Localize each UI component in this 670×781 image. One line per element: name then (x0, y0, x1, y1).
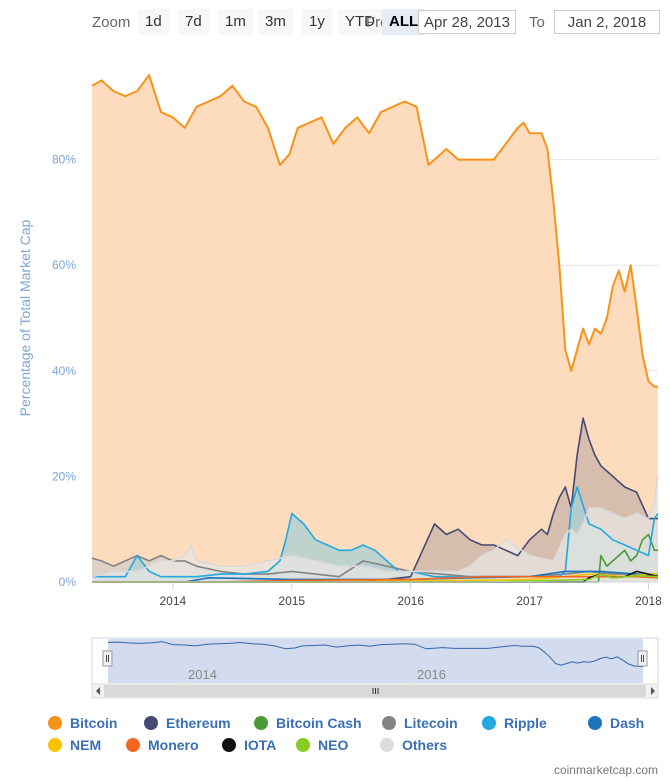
zoom-all-button[interactable]: ALL (382, 9, 426, 35)
from-date-input[interactable]: Apr 28, 2013 (418, 10, 516, 34)
x-tick-label: 2018 (635, 594, 662, 608)
zoom-1y-button[interactable]: 1y (302, 9, 332, 35)
x-tick-label: 2015 (278, 594, 305, 608)
legend-marker (380, 738, 394, 752)
x-tick-label: 2014 (160, 594, 187, 608)
scroll-right-arrow (651, 687, 655, 695)
x-tick-label: 2016 (397, 594, 424, 608)
legend-item-bitcoin-cash[interactable]: Bitcoin Cash (254, 715, 362, 731)
zoom-7d-button[interactable]: 7d (178, 9, 209, 35)
to-label: To (529, 14, 545, 31)
legend-marker (48, 716, 62, 730)
legend-item-monero[interactable]: Monero (126, 737, 199, 753)
legend-marker (588, 716, 602, 730)
area-bitcoin (92, 75, 658, 582)
legend-item-neo[interactable]: NEO (296, 737, 348, 753)
to-date-input[interactable]: Jan 2, 2018 (554, 10, 660, 34)
legend-marker (126, 738, 140, 752)
series-areas (92, 75, 658, 582)
legend-item-nem[interactable]: NEM (48, 737, 101, 753)
legend-label: IOTA (244, 737, 277, 753)
zoom-3m-button[interactable]: 3m (258, 9, 293, 35)
x-tick-label: 2017 (516, 594, 543, 608)
y-tick-label: 80% (52, 153, 76, 167)
legend-label: Ripple (504, 715, 547, 731)
scrollbar[interactable] (91, 683, 659, 699)
legend-label: Monero (148, 737, 199, 753)
legend-item-others[interactable]: Others (380, 737, 447, 753)
scroll-left-arrow (96, 687, 100, 695)
y-tick-label: 0% (59, 575, 77, 589)
legend-label: NEM (70, 737, 102, 753)
y-axis-title: Percentage of Total Market Cap (17, 219, 33, 416)
legend-label: Others (402, 737, 448, 753)
legend-marker (222, 738, 236, 752)
line-litecoin[interactable] (91, 554, 658, 578)
legend-label: Litecoin (404, 715, 458, 731)
legend-item-bitcoin[interactable]: Bitcoin (48, 715, 117, 731)
x-axis-ticks: 2014 2015 2016 2017 2018 (92, 581, 662, 608)
y-tick-label: 40% (52, 364, 76, 378)
navigator-tick-2016: 2016 (417, 667, 446, 682)
zoom-1m-button[interactable]: 1m (218, 9, 253, 35)
legend-item-litecoin[interactable]: Litecoin (382, 715, 458, 731)
legend-label: Dash (610, 715, 645, 731)
legend-marker (296, 738, 310, 752)
line-bitcoin[interactable] (91, 74, 658, 388)
y-tick-label: 20% (52, 469, 76, 483)
legend-marker (144, 716, 158, 730)
zoom-ytd-button[interactable]: YTD (338, 9, 382, 35)
credit-link[interactable]: coinmarketcap.com (553, 763, 658, 777)
navigator-tick-2014: 2014 (188, 667, 217, 682)
zoom-1d-button[interactable]: 1d (138, 9, 169, 35)
y-axis-ticks: 0% 20% 40% 60% 80% (52, 153, 76, 589)
legend-label: Bitcoin (70, 715, 118, 731)
legend-marker (48, 738, 62, 752)
line-ethereum[interactable] (92, 417, 658, 583)
line-ripple[interactable] (92, 486, 659, 578)
navigator-right-handle[interactable] (637, 650, 648, 667)
legend-item-dash[interactable]: Dash (588, 715, 644, 731)
series-lines (91, 74, 659, 583)
legend-label: NEO (318, 737, 349, 753)
legend-label: Ethereum (166, 715, 231, 731)
navigator-series-line (107, 641, 643, 667)
zoom-label: Zoom (92, 14, 131, 31)
legend-item-ripple[interactable]: Ripple (482, 715, 547, 731)
y-tick-label: 60% (52, 258, 76, 272)
legend-marker (254, 716, 268, 730)
legend-marker (482, 716, 496, 730)
legend-item-ethereum[interactable]: Ethereum (144, 715, 231, 731)
market-cap-chart: 0% 20% 40% 60% 80% 2014 2015 2016 2017 2018 Perc… (17, 74, 662, 699)
legend-marker (382, 716, 396, 730)
legend-label: Bitcoin Cash (276, 715, 362, 731)
legend-item-iota[interactable]: IOTA (222, 737, 276, 753)
navigator[interactable]: 2014 2016 (91, 637, 659, 685)
line-bitcoin-cash[interactable] (92, 533, 658, 583)
navigator-left-handle[interactable] (102, 650, 113, 667)
line-others[interactable] (91, 476, 659, 578)
